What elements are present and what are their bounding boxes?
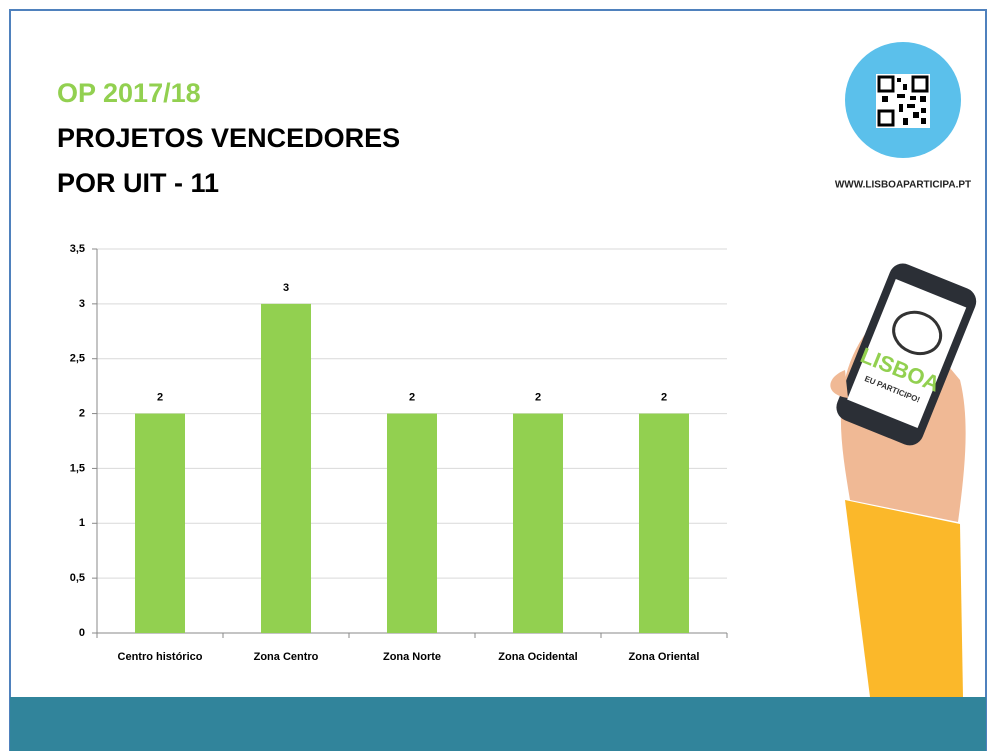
speech-bubble [892, 310, 943, 356]
bar [261, 303, 311, 633]
thumb [830, 370, 848, 398]
footer-band [10, 697, 986, 751]
y-tick-label: 2,5 [70, 353, 85, 365]
qr-finder [877, 109, 895, 127]
website: WWW.LISBOAPARTICIPA.PT [835, 180, 971, 191]
frame [9, 9, 987, 751]
y-tick-label: 3 [79, 298, 85, 310]
data-label: 2 [535, 391, 541, 403]
qr-badge [845, 42, 961, 158]
phone-illustration: LISBOA EU PARTICIPO! [830, 263, 977, 697]
x-tick-label: Zona Centro [254, 651, 319, 663]
y-tick-label: 1,5 [70, 462, 85, 474]
data-label: 2 [157, 391, 163, 403]
title-line: PROJETOS VENCEDORES [57, 123, 400, 153]
title-line: POR UIT - 11 [57, 168, 219, 198]
sleeve [845, 500, 963, 697]
y-tick-label: 1 [79, 517, 85, 529]
edition: OP 2017/18 [57, 78, 201, 108]
y-tick-label: 2 [79, 407, 85, 419]
bar [513, 413, 563, 633]
qr-finder [877, 75, 895, 93]
qr-modules [882, 78, 926, 125]
chart: 0 0,5 1 1,5 2 2,5 3 3,5 Centro histórico 2 Zona Ce… [70, 243, 728, 663]
data-label: 2 [409, 391, 415, 403]
data-label: 2 [661, 391, 667, 403]
bar [135, 413, 185, 633]
bar [387, 413, 437, 633]
y-tick-label: 3,5 [70, 243, 85, 255]
y-tick-label: 0,5 [70, 572, 85, 584]
data-label: 3 [283, 282, 289, 294]
bar [639, 413, 689, 633]
qr-finder [911, 75, 929, 93]
y-tick-label: 0 [79, 627, 85, 639]
x-tick-label: Zona Ocidental [498, 651, 577, 663]
x-tick-label: Zona Norte [383, 651, 441, 663]
phone-screen [847, 279, 967, 429]
x-tick-label: Zona Oriental [629, 651, 700, 663]
x-tick-label: Centro histórico [118, 651, 203, 663]
